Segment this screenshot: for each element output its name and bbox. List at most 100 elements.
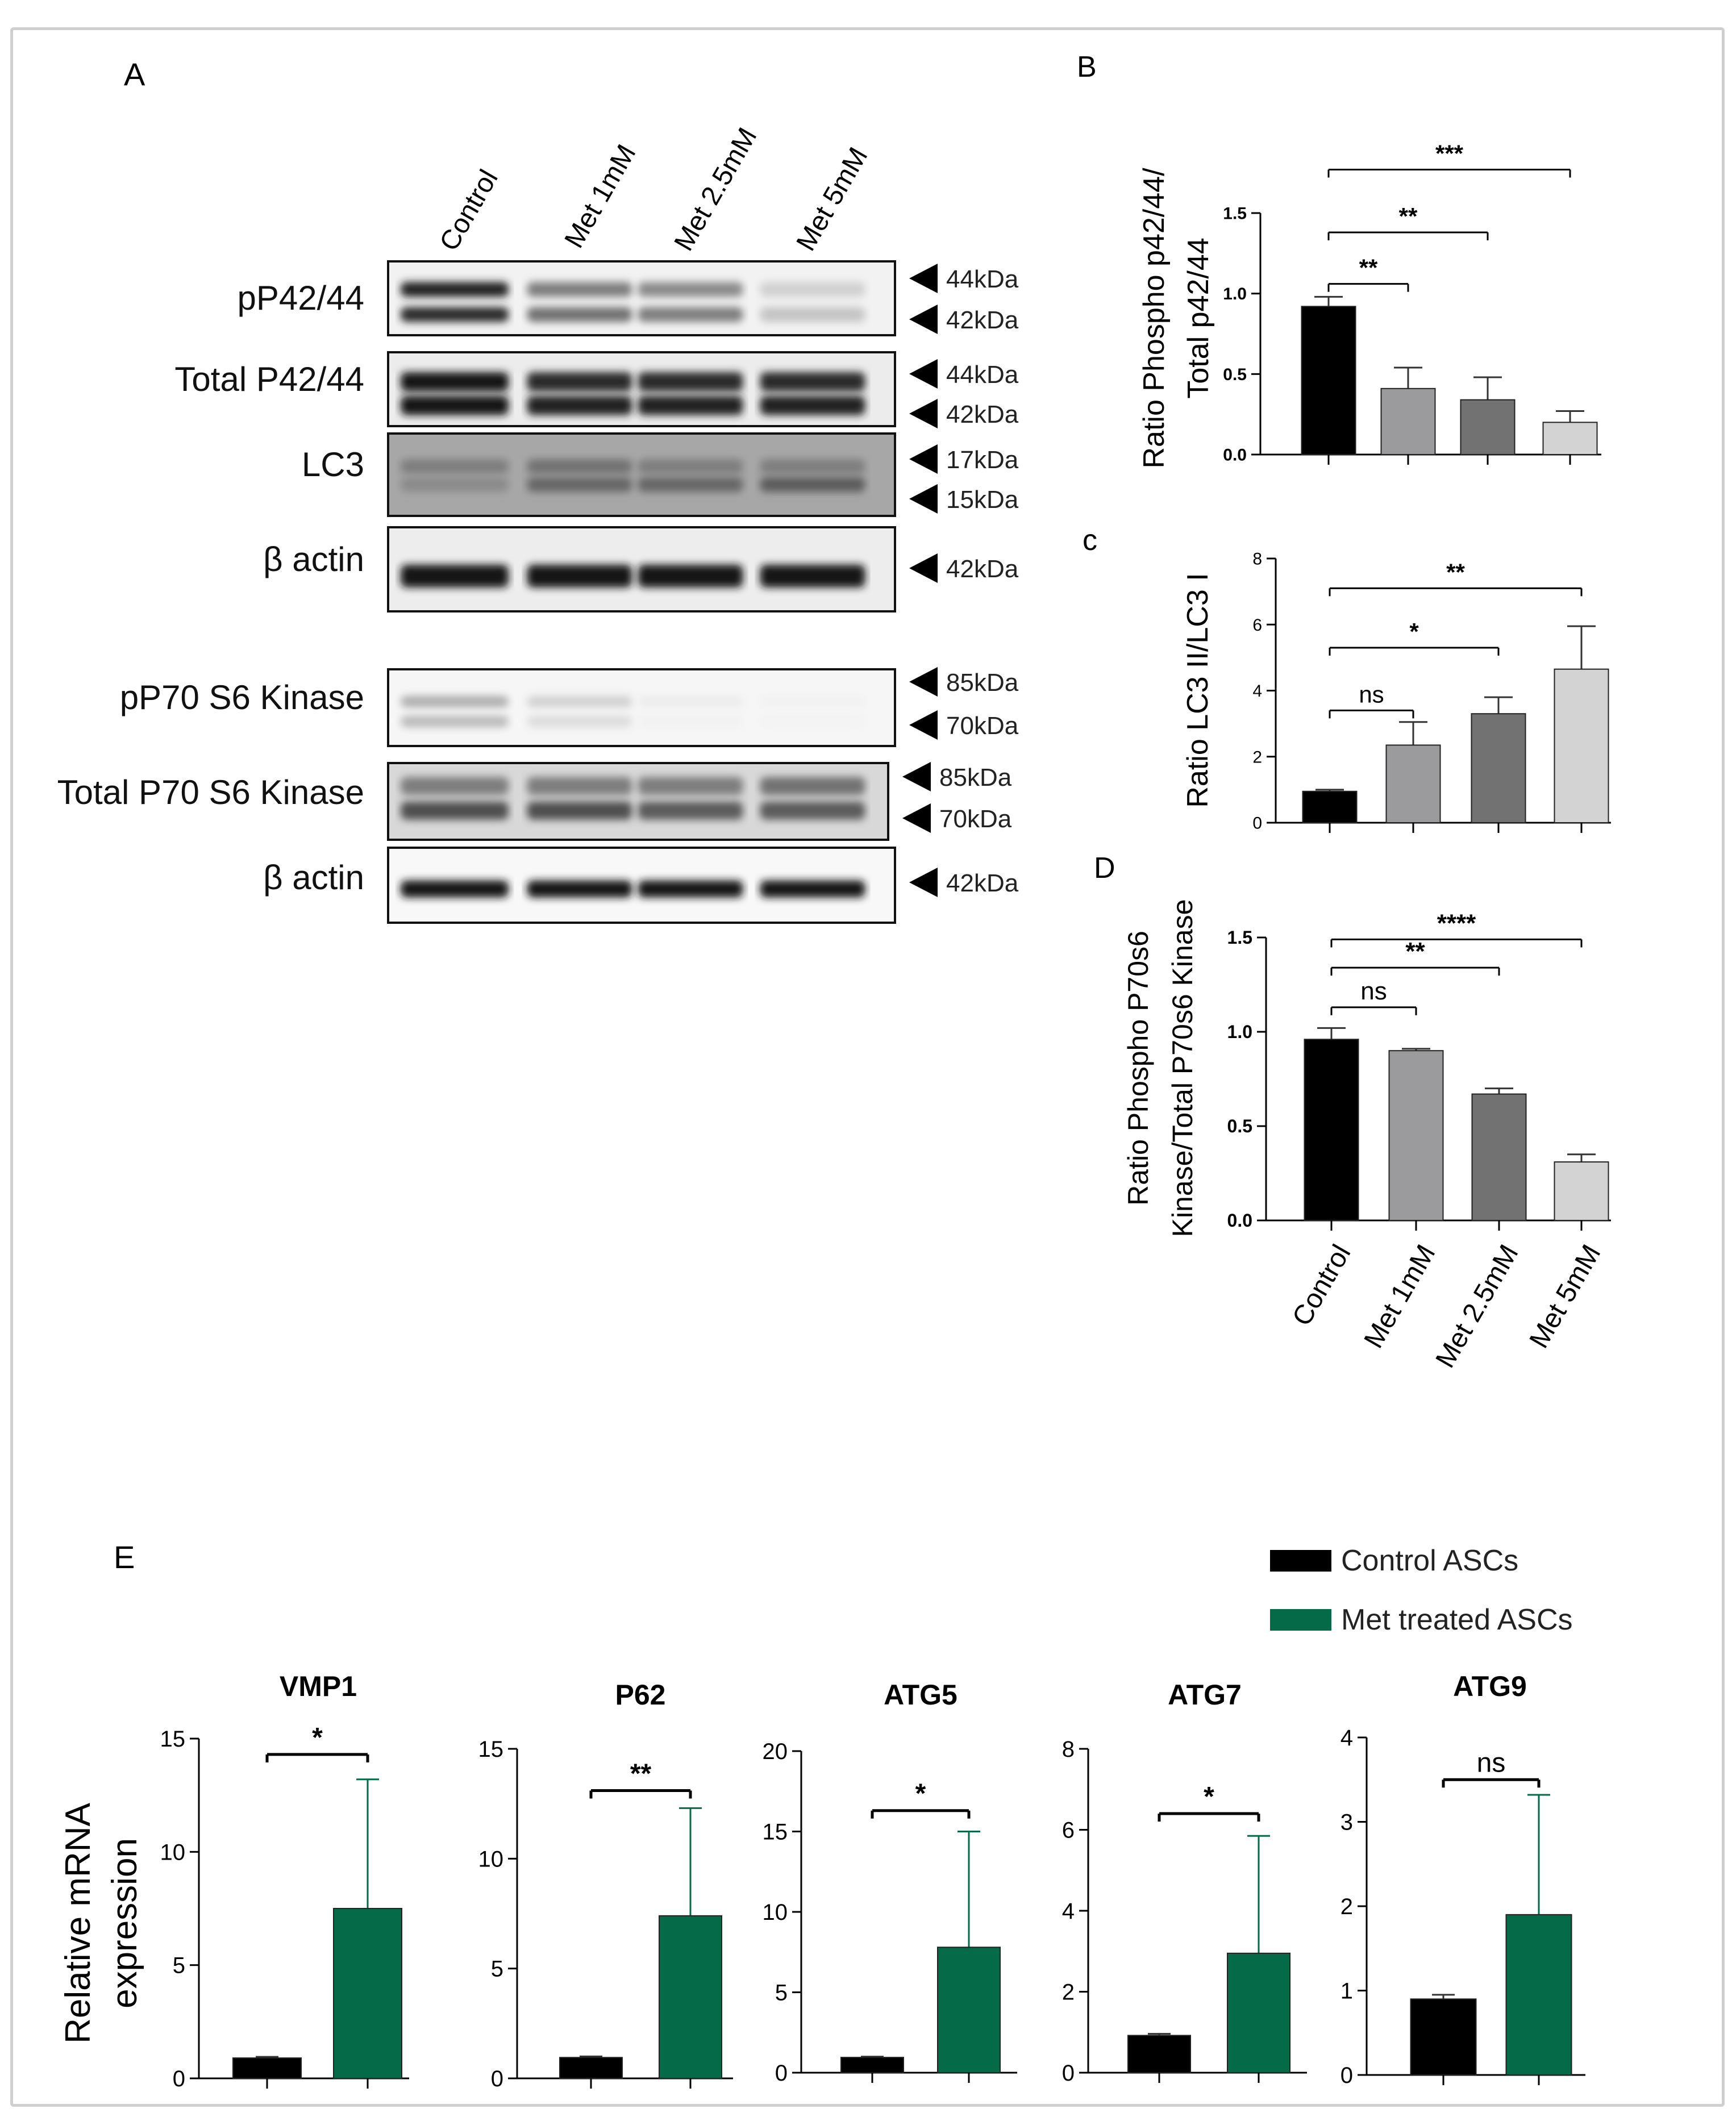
blot-row: pP42/44 44kDa 42kDa: [237, 260, 1019, 336]
marker-label: 44kDa: [946, 361, 1019, 389]
panel-label-d: D: [1094, 852, 1115, 885]
panel-label-a: A: [124, 56, 145, 92]
bar: [1385, 744, 1441, 823]
blot-band: [638, 695, 743, 707]
blot-band: [527, 459, 632, 474]
blot-band: [638, 307, 743, 322]
marker-label: 42kDa: [946, 401, 1019, 428]
chart-atg9: ATG9 0 1 2 3 4 ns: [1340, 1670, 1585, 2088]
figure-frame: [10, 27, 1725, 2107]
blot-band: [760, 372, 865, 391]
bar: [1304, 1039, 1359, 1222]
y-tick-label: 1.5: [1227, 927, 1252, 948]
marker-label: 85kDa: [939, 764, 1012, 791]
blot-band: [760, 395, 865, 415]
blot-band: [401, 372, 509, 391]
y-tick-label: 5: [491, 1957, 503, 1982]
y-axis-label: Kinase/Total P70s6 Kinase: [1167, 899, 1198, 1237]
blot-band: [401, 777, 509, 795]
chart-atg7: ATG7 0 2 4 6 8 *: [1062, 1679, 1307, 2086]
bar: [1410, 1998, 1477, 2076]
significance-label: **: [1446, 559, 1465, 585]
chart-b: 0.00.51.01.5*******Ratio Phospho p42/44/…: [1138, 140, 1601, 469]
bar: [1302, 790, 1358, 823]
y-tick-label: 3: [1340, 1810, 1353, 1835]
blot-band: [638, 459, 743, 474]
blot-label: pP42/44: [237, 279, 364, 317]
legend-label-control: Control ASCs: [1341, 1544, 1518, 1577]
panel-label-e: E: [114, 1539, 135, 1575]
chart-atg5: ATG5 0 5 10 15 20 *: [763, 1679, 1017, 2086]
bar: [1471, 713, 1526, 823]
significance-label: **: [1399, 203, 1418, 230]
blot-row: pP70 S6 Kinase 85kDa 70kDa: [120, 667, 1019, 747]
y-tick-label: 10: [160, 1840, 186, 1865]
blot-band: [760, 459, 865, 474]
marker-arrow: [909, 553, 938, 583]
y-tick-label: 15: [478, 1737, 504, 1762]
blot-band: [527, 564, 632, 587]
significance-label: *: [1409, 618, 1419, 645]
lane-label-met-5mm: Met 5mM: [791, 143, 874, 256]
blot-label: Total P42/44: [174, 360, 364, 398]
blot-label: pP70 S6 Kinase: [120, 678, 364, 716]
y-tick-label: 4: [1340, 1726, 1353, 1751]
y-tick-label: 2: [1340, 1894, 1353, 1919]
marker-arrow: [909, 667, 938, 697]
blot-band: [638, 777, 743, 795]
significance-label: *: [1204, 1782, 1214, 1812]
significance-label: **: [1405, 937, 1425, 965]
blot-band: [527, 715, 632, 727]
bar: [1505, 1914, 1572, 2076]
blot-membrane: [387, 762, 889, 841]
significance-label: ***: [1435, 140, 1464, 167]
blot-label: LC3: [302, 445, 364, 484]
blot-band: [638, 564, 743, 587]
x-tick-label: Control: [1287, 1240, 1356, 1331]
y-tick-label: 0.0: [1227, 1210, 1252, 1231]
marker-label: 70kDa: [946, 712, 1019, 740]
lane-label-control: Control: [434, 165, 504, 256]
y-axis-label: Total p42/44: [1182, 237, 1215, 398]
bar: [1127, 2035, 1191, 2073]
y-tick-label: 1.0: [1227, 1022, 1252, 1042]
blot-band: [638, 372, 743, 391]
chart-title: ATG5: [884, 1679, 957, 1711]
blot-band: [527, 307, 632, 322]
significance-label: ****: [1437, 909, 1476, 937]
significance-label: ns: [1359, 681, 1384, 707]
chart-title: P62: [615, 1679, 666, 1711]
panel-label-c: c: [1083, 524, 1097, 557]
chart-title: ATG9: [1453, 1670, 1527, 1702]
blot-band: [760, 564, 865, 587]
bar: [1554, 1161, 1609, 1221]
blot-row: LC3 17kDa 15kDa: [302, 432, 1019, 517]
panel-label-b: B: [1077, 51, 1097, 84]
bar: [559, 2057, 623, 2079]
blot-band: [401, 715, 509, 727]
blot-membrane: [387, 260, 896, 336]
y-tick-label: 0.0: [1223, 446, 1247, 465]
y-axis-label: Ratio Phospho P70s6: [1122, 931, 1154, 1206]
blot-band: [527, 477, 632, 492]
marker-arrow: [909, 359, 938, 389]
marker-label: 17kDa: [946, 446, 1019, 474]
lane-labels: Control Met 1mM Met 2.5mM Met 5mM: [434, 123, 874, 256]
blot-label: β actin: [263, 859, 364, 897]
bar: [1227, 1952, 1290, 2073]
significance-label: *: [915, 1779, 926, 1809]
bar: [1471, 1093, 1527, 1222]
blot-label: Total P70 S6 Kinase: [57, 773, 364, 811]
y-tick-label: 0.5: [1227, 1116, 1252, 1136]
blot-band: [401, 564, 509, 587]
bar: [1301, 306, 1356, 455]
y-tick-label: 0: [1062, 2061, 1075, 2086]
bar: [1460, 399, 1516, 456]
marker-label: 42kDa: [946, 869, 1019, 897]
y-tick-label: 6: [1062, 1818, 1075, 1843]
marker-label: 44kDa: [946, 265, 1019, 293]
significance-label: *: [312, 1723, 323, 1753]
y-tick-label: 1: [1340, 1979, 1353, 2004]
y-tick-label: 1.0: [1223, 285, 1247, 303]
